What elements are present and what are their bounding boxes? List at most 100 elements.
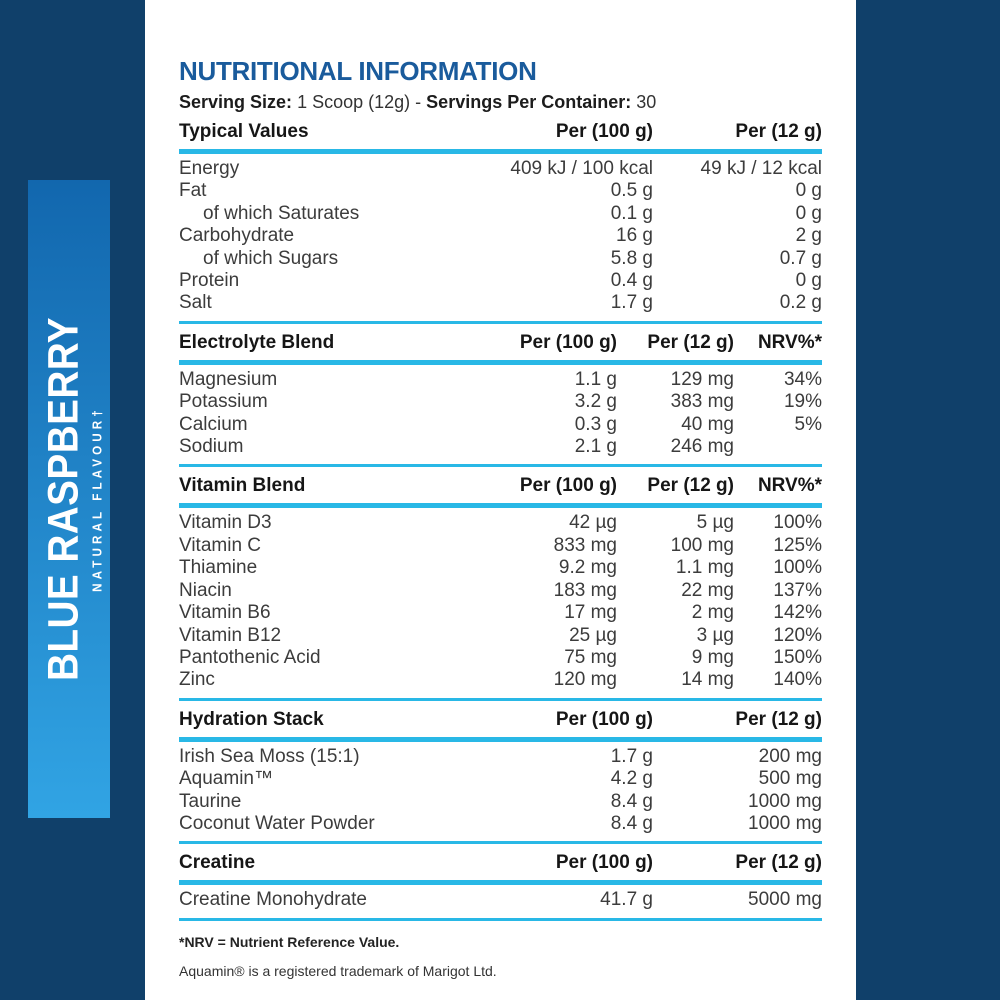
row-value: 0 g [795, 202, 822, 224]
section-title: Electrolyte Blend [179, 331, 335, 353]
table-row: Vitamin B6 17 mg 2 mg 142% [179, 602, 822, 624]
row-value: 1000 mg [748, 812, 822, 834]
row-value: 0.4 g [610, 270, 653, 292]
serving-size-label: Serving Size: [179, 92, 293, 112]
footnote-trademark: Aquamin® is a registered trademark of Ma… [179, 962, 497, 979]
row-value: 5000 mg [748, 889, 822, 911]
row-value: 0.5 g [610, 180, 653, 202]
section-header: Creatine Per (100 g) Per (12 g) [179, 844, 822, 880]
row-label: Zinc [179, 669, 215, 691]
row-value: 129 mg [670, 368, 734, 390]
row-value: 5% [794, 413, 822, 435]
row-label: Aquamin™ [179, 768, 273, 790]
column-header: Per (12 g) [735, 708, 822, 730]
row-label: Fat [179, 180, 207, 202]
table-row: Carbohydrate 16 g 2 g [179, 225, 822, 247]
section-rows: Magnesium 1.1 g 129 mg 34% Potassium 3.2 g 383… [179, 365, 822, 465]
table-row: Sodium 2.1 g 246 mg [179, 436, 822, 458]
row-value: 0 g [795, 270, 822, 292]
row-label: Vitamin B6 [179, 602, 271, 624]
row-label: Salt [179, 292, 212, 314]
table-row: Pantothenic Acid 75 mg 9 mg 150% [179, 647, 822, 669]
divider-bar-thick [179, 503, 822, 509]
row-value: 2 mg [691, 602, 734, 624]
row-value: 137% [773, 579, 822, 601]
column-header: NRV%* [757, 331, 822, 353]
section-title: Creatine [179, 852, 256, 874]
row-value: 25 µg [569, 624, 617, 646]
section-title: Typical Values [179, 121, 309, 142]
column-header: Per (12 g) [735, 852, 822, 874]
divider-bar-thick [179, 736, 822, 742]
row-label: Energy [179, 158, 240, 179]
nutrition-panel: NUTRITIONAL INFORMATION Serving Size: 1 … [145, 0, 856, 1000]
row-value: 1000 mg [748, 790, 822, 812]
row-value: 41.7 g [600, 889, 653, 911]
right-border-panel [856, 0, 1000, 1000]
row-value: 125% [773, 534, 822, 556]
divider-bar-thin [179, 464, 822, 468]
footnote-nrv: *NRV = Nutrient Reference Value. [179, 933, 400, 950]
row-value: 34% [783, 368, 822, 390]
row-label: of which Saturates [203, 202, 360, 224]
table-row: Thiamine 9.2 mg 1.1 mg 100% [179, 557, 822, 579]
column-header: Per (100 g) [555, 852, 653, 874]
row-label: Niacin [179, 579, 232, 601]
column-header: Per (100 g) [555, 708, 653, 730]
row-value: 0.2 g [779, 292, 822, 314]
column-header: Per (12 g) [735, 121, 822, 142]
row-value: 200 mg [758, 745, 822, 767]
section-rows: Vitamin D3 42 µg 5 µg 100% Vitamin C 833 mg 10… [179, 508, 822, 697]
row-value: 100 mg [670, 534, 734, 556]
row-value: 2 g [795, 225, 822, 247]
row-value: 1.7 g [610, 292, 653, 314]
row-label: Carbohydrate [179, 225, 295, 247]
table-row: Fat 0.5 g 0 g [179, 180, 822, 202]
section-header: Vitamin Blend Per (100 g) Per (12 g) NRV%* [179, 467, 822, 503]
flavor-subtitle: NATURAL FLAVOUR† [89, 406, 105, 592]
row-value: 246 mg [670, 436, 734, 458]
row-value: 3.2 g [574, 391, 617, 413]
row-label: Calcium [179, 413, 248, 435]
row-label: Taurine [179, 790, 242, 812]
section-title: Hydration Stack [179, 708, 324, 730]
row-value: 140% [773, 669, 822, 691]
section-header: Electrolyte Blend Per (100 g) Per (12 g) NR… [179, 324, 822, 360]
row-value: 75 mg [564, 646, 617, 668]
row-value: 100% [773, 557, 822, 579]
servings-per-container-label: Servings Per Container: [426, 92, 632, 112]
table-row: Salt 1.7 g 0.2 g [179, 292, 822, 314]
row-value: 383 mg [670, 391, 734, 413]
table-row: Vitamin B12 25 µg 3 µg 120% [179, 625, 822, 647]
row-value: 2.1 g [574, 436, 617, 458]
section-rows: Irish Sea Moss (15:1) 1.7 g 200 mg Aquamin™… [179, 742, 822, 842]
divider-bar-thin [179, 917, 822, 921]
table-row: Vitamin C 833 mg 100 mg 125% [179, 535, 822, 557]
column-header: Per (100 g) [555, 121, 653, 142]
serving-separator: - [415, 92, 422, 112]
section-header: Hydration Stack Per (100 g) Per (12 g) [179, 701, 822, 737]
row-value: 1.1 g [574, 368, 617, 390]
row-value: 120% [773, 624, 822, 646]
row-label: Vitamin B12 [179, 624, 282, 646]
row-value [734, 436, 822, 458]
nutrition-sections: Typical Values Per (100 g) Per (12 g) Energ… [179, 113, 822, 921]
table-row: Irish Sea Moss (15:1) 1.7 g 200 mg [179, 746, 822, 768]
table-row: Energy 409 kJ / 100 kcal 49 kJ / 12 kcal [179, 158, 822, 180]
row-label: Sodium [179, 436, 244, 458]
table-row: Vitamin D3 42 µg 5 µg 100% [179, 512, 822, 534]
row-value: 14 mg [681, 669, 734, 691]
row-value: 42 µg [569, 512, 617, 534]
table-row: Coconut Water Powder 8.4 g 1000 mg [179, 813, 822, 835]
column-header: Per (12 g) [647, 331, 734, 353]
table-row: Protein 0.4 g 0 g [179, 270, 822, 292]
serving-info: Serving Size: 1 Scoop (12g) - Servings P… [179, 91, 822, 113]
row-value: 3 µg [696, 624, 734, 646]
table-row: Zinc 120 mg 14 mg 140% [179, 669, 822, 691]
section-header: Typical Values Per (100 g) Per (12 g) [179, 113, 822, 149]
row-value: 9.2 mg [558, 557, 617, 579]
flavor-name: BLUE RASPBERRY [39, 317, 88, 681]
column-header: NRV%* [757, 475, 822, 497]
divider-bar-thick [179, 880, 822, 886]
row-value: 8.4 g [610, 812, 653, 834]
